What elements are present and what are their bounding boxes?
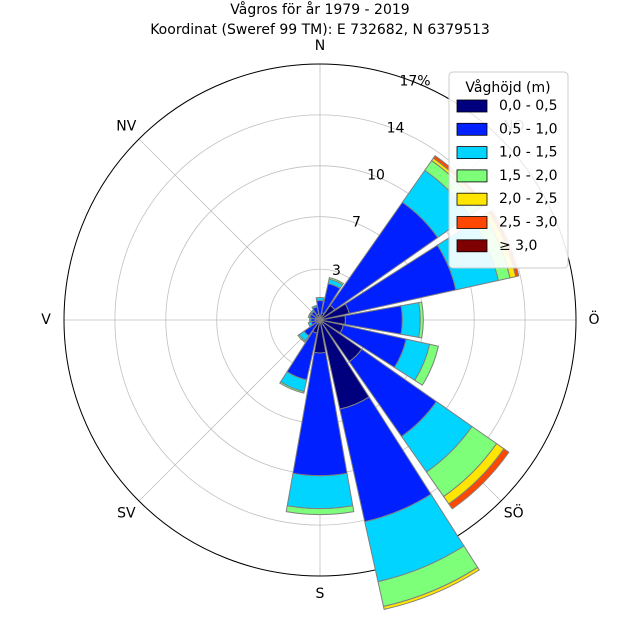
grid-spoke xyxy=(138,138,321,321)
legend-swatch xyxy=(456,99,488,113)
chart-subtitle: Koordinat (Sweref 99 TM): E 732682, N 63… xyxy=(150,22,490,38)
wave-bar-segment xyxy=(400,302,421,338)
wave-bar-segment xyxy=(311,304,318,310)
wave-bar-segment xyxy=(418,301,424,339)
direction-label: NV xyxy=(116,118,136,134)
wave-bar-segment xyxy=(448,448,510,510)
legend-label: 0,0 - 0,5 xyxy=(499,98,557,114)
direction-label: SÖ xyxy=(504,504,524,522)
direction-label: SV xyxy=(117,506,136,522)
chart-title: Vågros för år 1979 - 2019 xyxy=(230,1,409,18)
outer-circle xyxy=(63,63,577,577)
direction-label: S xyxy=(316,586,325,602)
direction-label: Ö xyxy=(588,310,599,328)
legend-items: 0,0 - 0,5 0,5 - 1,0 1,0 - 1,5 1,5 - 2,0 2,0 … xyxy=(456,98,557,254)
wave-bar-segment xyxy=(307,312,312,319)
legend-swatch xyxy=(456,192,488,206)
wave-bar-segment xyxy=(297,333,307,343)
ring-label: 14 xyxy=(387,121,405,137)
legend-label: 1,5 - 2,0 xyxy=(499,168,557,184)
legend: Våghöjd (m) 0,0 - 0,5 0,5 - 1,0 1,0 - 1,5 1… xyxy=(448,71,569,269)
wave-bar-segment xyxy=(307,321,314,328)
legend-label: 0,5 - 1,0 xyxy=(499,121,557,137)
legend-swatch xyxy=(456,122,488,136)
legend-swatch xyxy=(456,239,488,253)
grid-spoke xyxy=(138,319,321,502)
legend-title: Våghöjd (m) xyxy=(465,79,550,96)
wave-bar-segment xyxy=(286,472,354,510)
legend-label: 2,5 - 3,0 xyxy=(499,215,557,231)
wave-bar-segment xyxy=(382,566,480,610)
wave-bar-segment xyxy=(414,343,439,386)
legend-swatch xyxy=(456,216,488,229)
legend-label: 1,0 - 1,5 xyxy=(499,145,557,161)
direction-label: N xyxy=(315,38,325,54)
wave-bar-segment xyxy=(309,309,315,315)
wave-bar-segment xyxy=(328,277,345,286)
direction-label: V xyxy=(41,312,51,328)
wave-bar-segment xyxy=(309,317,312,323)
legend-swatch xyxy=(456,169,488,183)
wave-bar-segment xyxy=(279,381,305,394)
wave-bar-segment xyxy=(315,297,325,302)
legend-swatch xyxy=(456,146,488,160)
legend-label: ≥ 3,0 xyxy=(499,238,537,254)
wave-bar-segment xyxy=(285,505,355,516)
legend-label: 2,0 - 2,5 xyxy=(499,191,557,207)
ring-label: 10 xyxy=(367,168,385,184)
ring-label: 17% xyxy=(399,74,430,90)
ring-label: 3 xyxy=(332,263,341,279)
ring-label: 7 xyxy=(352,215,361,231)
